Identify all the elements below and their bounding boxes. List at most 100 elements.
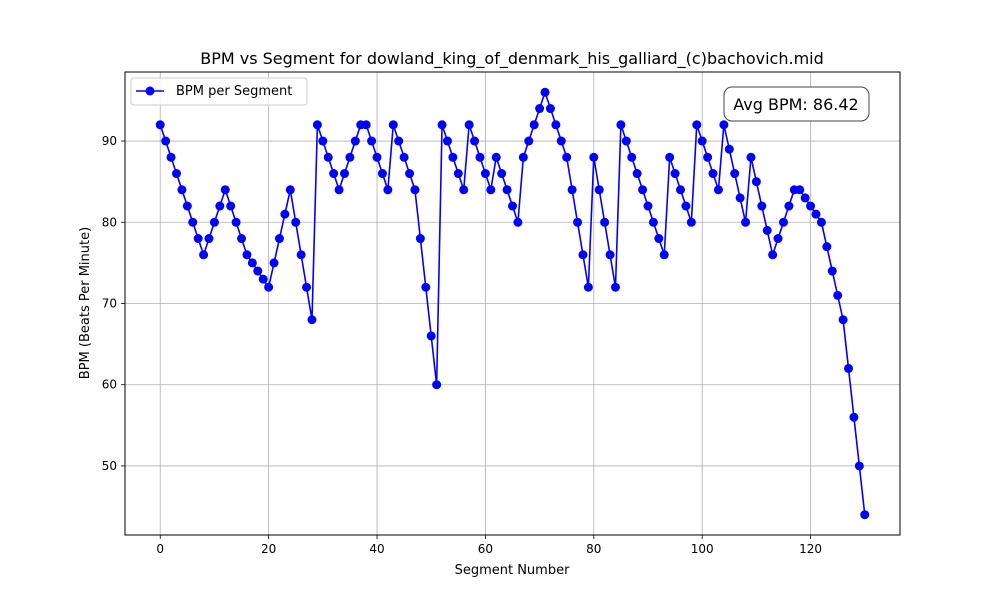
data-point <box>757 201 767 211</box>
data-point <box>209 217 219 227</box>
series-layer <box>155 87 870 520</box>
data-point <box>518 152 528 162</box>
data-point <box>253 266 263 276</box>
y-tick-label: 50 <box>102 459 117 473</box>
data-point <box>741 217 751 227</box>
data-point <box>264 282 274 292</box>
data-point <box>242 250 252 260</box>
data-point <box>399 152 409 162</box>
data-point <box>773 234 783 244</box>
data-point <box>681 201 691 211</box>
data-point <box>312 120 322 130</box>
data-point <box>383 185 393 195</box>
data-point <box>339 169 349 179</box>
data-point <box>323 152 333 162</box>
data-point <box>784 201 794 211</box>
y-tick-label: 80 <box>102 215 117 229</box>
data-point <box>816 217 826 227</box>
data-point <box>410 185 420 195</box>
data-point <box>302 282 312 292</box>
data-point <box>508 201 517 211</box>
data-point <box>822 242 832 252</box>
avg-bpm-annotation: Avg BPM: 86.42 <box>723 86 870 122</box>
data-point <box>708 169 718 179</box>
data-point <box>274 234 284 244</box>
data-point <box>269 258 279 268</box>
data-point <box>448 152 458 162</box>
data-point <box>280 209 290 219</box>
data-point <box>291 217 301 227</box>
data-point <box>437 120 447 130</box>
annotation-text: Avg BPM: 86.42 <box>733 95 858 114</box>
data-point <box>610 282 620 292</box>
x-tick-label: 20 <box>261 542 276 556</box>
data-point <box>697 136 707 146</box>
data-point <box>605 250 615 260</box>
data-point <box>589 152 599 162</box>
legend-marker-swatch <box>145 86 155 96</box>
annotation-box <box>723 86 870 122</box>
x-tick-label: 0 <box>156 542 164 556</box>
data-point <box>367 136 377 146</box>
data-point <box>632 169 642 179</box>
data-point <box>377 169 387 179</box>
data-point <box>654 234 664 244</box>
data-point <box>648 217 658 227</box>
data-point <box>854 461 864 471</box>
data-point <box>470 136 480 146</box>
data-point <box>724 144 734 154</box>
legend-box <box>130 77 308 106</box>
data-point <box>778 217 788 227</box>
data-point <box>719 120 729 130</box>
data-point <box>486 185 496 195</box>
data-point <box>475 152 485 162</box>
data-point <box>676 185 686 195</box>
data-point <box>545 104 555 114</box>
data-point <box>350 136 360 146</box>
data-point <box>768 250 778 260</box>
data-point <box>643 201 653 211</box>
y-tick-label: 60 <box>102 378 117 392</box>
data-point <box>345 152 355 162</box>
data-point <box>453 169 463 179</box>
data-point <box>394 136 404 146</box>
data-point <box>177 185 187 195</box>
tick-layer: 0 20 40 60 80 100 120 50 60 70 80 90 <box>102 134 822 556</box>
data-point <box>426 331 436 341</box>
y-axis-label: BPM (Beats Per Minute) <box>78 227 93 379</box>
data-point <box>594 185 604 195</box>
data-point <box>171 169 181 179</box>
data-point <box>838 315 848 325</box>
data-point <box>329 169 339 179</box>
data-point <box>161 136 171 146</box>
data-point <box>432 380 442 390</box>
data-point <box>204 234 214 244</box>
data-point <box>665 152 675 162</box>
data-point <box>621 136 631 146</box>
x-tick-label: 40 <box>369 542 384 556</box>
data-point <box>497 169 507 179</box>
data-point <box>237 234 247 244</box>
data-point <box>513 217 523 227</box>
data-point <box>746 152 756 162</box>
data-point <box>578 250 588 260</box>
data-point <box>811 209 821 219</box>
data-point <box>502 185 512 195</box>
x-tick-label: 100 <box>691 542 714 556</box>
data-point <box>193 234 203 244</box>
data-point <box>583 282 593 292</box>
data-point <box>285 185 295 195</box>
data-point <box>762 225 772 235</box>
data-point <box>670 169 680 179</box>
data-point <box>524 136 534 146</box>
data-point <box>182 201 192 211</box>
data-point <box>800 193 810 203</box>
data-point <box>258 274 268 284</box>
data-point <box>296 250 306 260</box>
data-point <box>659 250 669 260</box>
data-point <box>795 185 805 195</box>
data-point <box>827 266 837 276</box>
data-point <box>556 136 566 146</box>
x-tick-label: 80 <box>586 542 601 556</box>
